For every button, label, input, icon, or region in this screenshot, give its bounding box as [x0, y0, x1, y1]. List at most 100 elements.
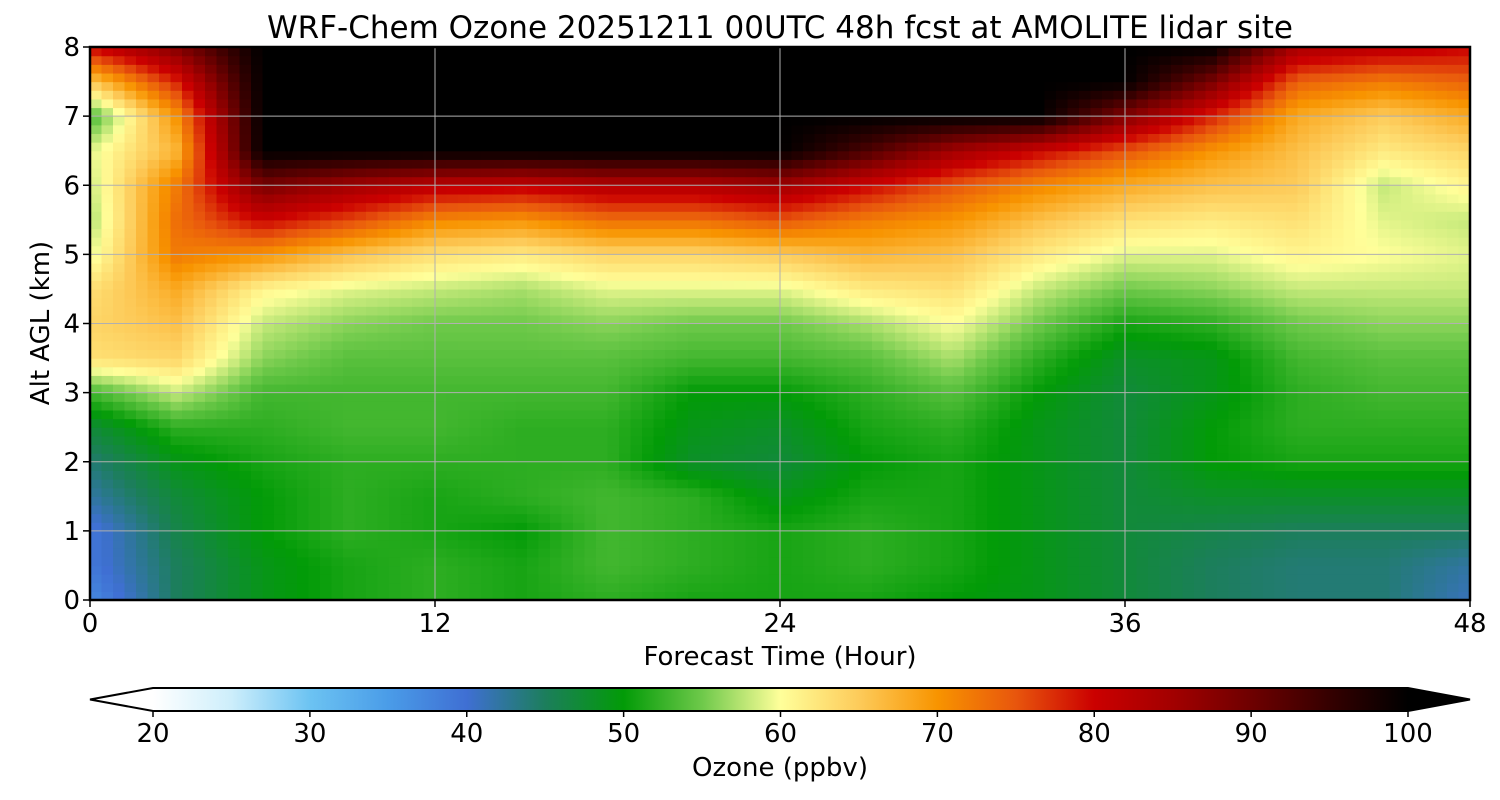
heatmap-cell	[205, 280, 218, 290]
heatmap-cell	[343, 565, 356, 575]
heatmap-cell	[860, 280, 873, 290]
heatmap-cell	[205, 340, 218, 351]
heatmap-cell	[423, 47, 436, 57]
heatmap-cell	[101, 237, 114, 247]
heatmap-cell	[343, 401, 356, 411]
heatmap-cell	[722, 530, 735, 541]
heatmap-cell	[262, 176, 275, 186]
heatmap-cell	[596, 479, 609, 489]
heatmap-cell	[366, 142, 379, 152]
heatmap-cell	[366, 504, 379, 515]
heatmap-cell	[803, 167, 816, 178]
heatmap-cell	[527, 375, 540, 385]
heatmap-cell	[285, 64, 298, 74]
heatmap-cell	[987, 565, 1000, 575]
heatmap-cell	[297, 582, 310, 592]
heatmap-cell	[780, 427, 793, 437]
heatmap-cell	[469, 314, 482, 325]
heatmap-cell	[274, 245, 287, 255]
heatmap-cell	[205, 470, 218, 480]
heatmap-cell	[228, 591, 241, 600]
heatmap-cell	[573, 479, 586, 489]
heatmap-cell	[837, 159, 850, 169]
heatmap-cell	[377, 383, 390, 394]
heatmap-cell	[860, 98, 873, 109]
heatmap-cell	[251, 306, 264, 316]
heatmap-cell	[274, 167, 287, 178]
heatmap-cell	[780, 159, 793, 169]
heatmap-cell	[573, 487, 586, 497]
heatmap-cell	[435, 202, 448, 212]
heatmap-cell	[619, 271, 632, 281]
heatmap-cell	[182, 444, 195, 454]
heatmap-cell	[596, 548, 609, 558]
heatmap-cell	[239, 263, 252, 273]
heatmap-cell	[734, 90, 747, 100]
heatmap-cell	[688, 530, 701, 541]
heatmap-cell	[826, 409, 839, 420]
heatmap-cell	[826, 142, 839, 152]
heatmap-cell	[308, 297, 321, 307]
heatmap-cell	[584, 98, 597, 109]
heatmap-cell	[584, 487, 597, 497]
heatmap-cell	[929, 211, 942, 221]
heatmap-cell	[906, 530, 919, 541]
heatmap-cell	[573, 124, 586, 135]
heatmap-cell	[665, 107, 678, 117]
heatmap-cell	[228, 219, 241, 230]
heatmap-cell	[929, 237, 942, 247]
heatmap-cell	[952, 556, 965, 567]
heatmap-cell	[607, 530, 620, 541]
heatmap-cell	[113, 228, 126, 238]
heatmap-cell	[285, 81, 298, 91]
heatmap-cell	[791, 453, 804, 463]
heatmap-cell	[136, 332, 149, 342]
heatmap-cell	[193, 392, 206, 402]
heatmap-cell	[929, 479, 942, 489]
heatmap-cell	[90, 314, 103, 325]
heatmap-cell	[803, 133, 816, 143]
heatmap-cell	[147, 202, 160, 212]
heatmap-cell	[216, 176, 229, 186]
heatmap-cell	[941, 496, 954, 506]
heatmap-cell	[159, 306, 172, 316]
heatmap-cell	[205, 582, 218, 592]
heatmap-cell	[826, 392, 839, 402]
heatmap-cell	[619, 211, 632, 221]
heatmap-cell	[699, 193, 712, 204]
heatmap-cell	[849, 349, 862, 359]
heatmap-cell	[170, 479, 183, 489]
heatmap-cell	[331, 565, 344, 575]
heatmap-cell	[297, 453, 310, 463]
heatmap-cell	[929, 263, 942, 273]
heatmap-cell	[550, 72, 563, 83]
heatmap-cell	[734, 219, 747, 230]
heatmap-cell	[101, 150, 114, 160]
heatmap-cell	[699, 142, 712, 152]
heatmap-cell	[676, 72, 689, 83]
heatmap-cell	[826, 461, 839, 471]
heatmap-cell	[124, 288, 137, 299]
heatmap-cell	[711, 427, 724, 437]
heatmap-cell	[699, 409, 712, 420]
heatmap-cell	[883, 487, 896, 497]
heatmap-cell	[607, 297, 620, 307]
heatmap-cell	[412, 548, 425, 558]
heatmap-cell	[941, 90, 954, 100]
heatmap-cell	[630, 496, 643, 506]
heatmap-cell	[849, 159, 862, 169]
heatmap-cell	[400, 306, 413, 316]
heatmap-cell	[170, 453, 183, 463]
heatmap-cell	[872, 167, 885, 178]
heatmap-cell	[101, 193, 114, 204]
heatmap-cell	[734, 263, 747, 273]
heatmap-cell	[642, 107, 655, 117]
heatmap-cell	[757, 314, 770, 325]
heatmap-cell	[297, 193, 310, 204]
heatmap-cell	[389, 193, 402, 204]
heatmap-cell	[297, 271, 310, 281]
heatmap-cell	[515, 219, 528, 230]
heatmap-cell	[193, 107, 206, 117]
heatmap-cell	[515, 167, 528, 178]
heatmap-cell	[205, 159, 218, 169]
